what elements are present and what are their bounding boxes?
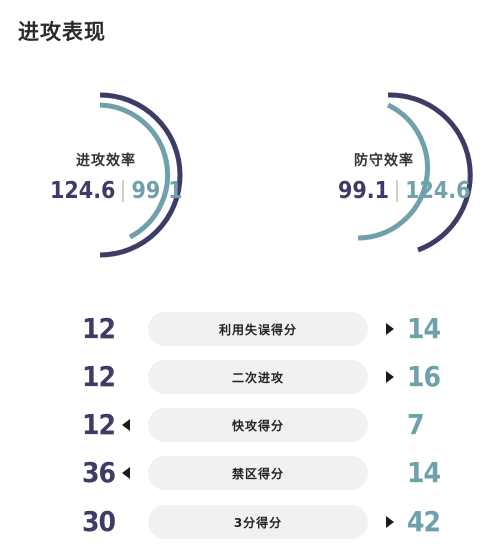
defense-gauge-label: 防守效率 bbox=[354, 153, 414, 169]
stat-left-value: 12 bbox=[82, 312, 116, 345]
stat-row-three-point: 30 3分得分 42 bbox=[0, 505, 503, 539]
stat-label: 禁区得分 bbox=[148, 456, 368, 490]
stat-row-second-chance: 12 二次进攻 16 bbox=[0, 360, 503, 394]
arrow-right-icon bbox=[386, 516, 394, 528]
offense-gauge-arcs bbox=[99, 92, 183, 258]
section-title: 进攻表现 bbox=[18, 20, 106, 44]
stat-left-value: 30 bbox=[82, 505, 116, 538]
stat-right-value: 14 bbox=[407, 456, 441, 489]
arrow-left-icon bbox=[122, 419, 130, 431]
stat-right-value: 42 bbox=[407, 505, 441, 538]
stat-left-value: 12 bbox=[82, 408, 116, 441]
offense-efficiency-gauge: 进攻效率 124.6 99.1 bbox=[30, 90, 210, 260]
offense-value-opponent: 99.1 bbox=[131, 178, 183, 204]
stat-left-value: 12 bbox=[82, 360, 116, 393]
offense-value-team: 124.6 bbox=[50, 178, 116, 204]
stat-row-paint-points: 36 禁区得分 14 bbox=[0, 456, 503, 490]
arrow-right-icon bbox=[386, 323, 394, 335]
stat-left-value: 36 bbox=[82, 456, 116, 489]
defense-gauge-values: 99.1 124.6 bbox=[338, 178, 471, 204]
defense-gauge-arcs bbox=[357, 92, 473, 253]
stat-right-value: 7 bbox=[407, 408, 425, 441]
stat-label: 二次进攻 bbox=[148, 360, 368, 394]
defense-efficiency-gauge: 防守效率 99.1 124.6 bbox=[318, 90, 498, 260]
stat-right-value: 14 bbox=[407, 312, 441, 345]
defense-value-team: 99.1 bbox=[338, 178, 390, 204]
defense-arc-light bbox=[357, 102, 430, 241]
arrow-right-icon bbox=[386, 371, 394, 383]
value-divider bbox=[396, 180, 399, 202]
offense-gauge-label: 进攻效率 bbox=[76, 153, 136, 169]
arrow-left-icon bbox=[122, 467, 130, 479]
stat-label: 快攻得分 bbox=[148, 408, 368, 442]
stat-label: 3分得分 bbox=[148, 505, 368, 539]
offense-arc-dark bbox=[99, 92, 183, 258]
offense-gauge-values: 124.6 99.1 bbox=[50, 178, 183, 204]
stat-right-value: 16 bbox=[407, 360, 441, 393]
value-divider bbox=[122, 180, 125, 202]
stat-row-turnover-points: 12 利用失误得分 14 bbox=[0, 312, 503, 346]
stat-label: 利用失误得分 bbox=[148, 312, 368, 346]
stat-row-fast-break: 12 快攻得分 7 bbox=[0, 408, 503, 442]
defense-value-opponent: 124.6 bbox=[405, 178, 471, 204]
offense-arc-light bbox=[99, 102, 171, 240]
defense-arc-dark bbox=[387, 92, 473, 253]
